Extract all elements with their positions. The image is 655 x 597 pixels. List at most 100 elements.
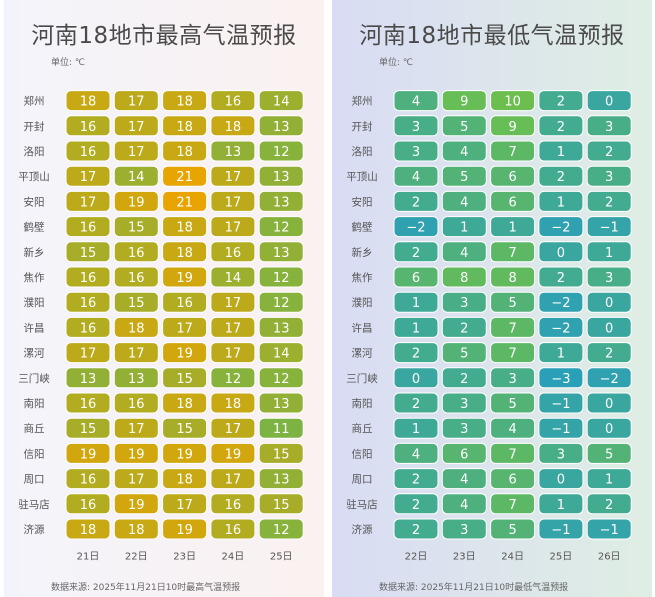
- heatmap-cell: [586, 216, 632, 238]
- cell-value: 15: [80, 246, 97, 261]
- row-label: 平顶山: [346, 171, 378, 183]
- heatmap-cell: [65, 90, 111, 112]
- heatmap-cell: [210, 392, 256, 414]
- x-tick-label: 21日: [77, 552, 100, 563]
- cell-value: 4: [412, 95, 420, 110]
- heatmap-cell: [210, 190, 256, 212]
- cell-value: 18: [176, 473, 193, 488]
- x-tick-label: 22日: [405, 552, 428, 563]
- heatmap-cell: [393, 468, 439, 490]
- heatmap-cell: [162, 165, 208, 187]
- heatmap-cell: [113, 493, 159, 515]
- heatmap-cell: [113, 115, 159, 137]
- heatmap-cell: [65, 468, 111, 490]
- cell-value: 21: [176, 195, 193, 210]
- cell-value: 18: [176, 120, 193, 135]
- cell-value: 3: [605, 271, 613, 286]
- x-tick-label: 22日: [125, 552, 148, 563]
- cell-value: 0: [557, 246, 565, 261]
- cell-value: 19: [128, 447, 145, 462]
- cell-value: 10: [504, 95, 521, 110]
- heatmap-cell: [441, 291, 487, 313]
- cell-value: 2: [557, 271, 565, 286]
- cell-value: 17: [225, 170, 242, 185]
- cell-value: 17: [176, 321, 193, 336]
- row-label: 开封: [352, 120, 373, 133]
- cell-value: 14: [128, 170, 145, 185]
- heatmap-cell: [210, 468, 256, 490]
- row-label: 驻马店: [18, 498, 50, 511]
- cell-value: 1: [557, 498, 565, 513]
- row-label: 南阳: [352, 397, 373, 410]
- row-label: 焦作: [352, 271, 373, 284]
- heatmap-cell: [113, 342, 159, 364]
- row-label: 商丘: [352, 422, 373, 435]
- heatmap-cell: [65, 140, 111, 162]
- heatmap-cell: [490, 140, 536, 162]
- heatmap-cell: [538, 266, 584, 288]
- cell-value: 17: [225, 195, 242, 210]
- heatmap-cell: [210, 342, 256, 364]
- heatmap-cell: [586, 468, 632, 490]
- heatmap-cell: [258, 417, 304, 439]
- heatmap-cell: [393, 291, 439, 313]
- unit-label: 单位: ℃: [51, 58, 86, 68]
- heatmap-cell: [162, 417, 208, 439]
- heatmap-cell: [113, 417, 159, 439]
- max-temp-heatmap: 郑州 18 17 18 16 14 开封 16 17 18 18 13 洛阳 16 17 18 13 12 平顶山 1…: [18, 90, 304, 563]
- heatmap-cell: [586, 417, 632, 439]
- heatmap-cell: [393, 367, 439, 389]
- cell-value: 13: [225, 145, 242, 160]
- row-label: 南阳: [24, 397, 45, 410]
- heatmap-cell: [441, 90, 487, 112]
- cell-value: 19: [176, 523, 193, 538]
- heatmap-cell: [162, 493, 208, 515]
- cell-value: 13: [273, 246, 290, 261]
- heatmap-cell: [210, 493, 256, 515]
- heatmap-cell: [490, 392, 536, 414]
- heatmap-cell: [586, 518, 632, 540]
- cell-value: 16: [225, 523, 242, 538]
- heatmap-cell: [441, 392, 487, 414]
- cell-value: 18: [128, 523, 145, 538]
- cell-value: 4: [412, 170, 420, 185]
- cell-value: 3: [412, 145, 420, 160]
- row-label: 洛阳: [352, 145, 373, 158]
- row-label: 洛阳: [24, 145, 45, 158]
- cell-value: 6: [412, 271, 420, 286]
- cell-value: −1: [600, 221, 619, 236]
- cell-value: 17: [225, 347, 242, 362]
- heatmap-cell: [258, 165, 304, 187]
- heatmap-cell: [258, 493, 304, 515]
- heatmap-cell: [258, 518, 304, 540]
- row-label: 开封: [24, 120, 45, 133]
- cell-value: 1: [557, 145, 565, 160]
- cell-value: 17: [128, 422, 145, 437]
- cell-value: 17: [128, 347, 145, 362]
- cell-value: 16: [128, 271, 145, 286]
- x-tick-label: 24日: [501, 552, 524, 563]
- cell-value: 8: [460, 271, 468, 286]
- heatmap-cell: [538, 140, 584, 162]
- cell-value: 16: [80, 397, 97, 412]
- heatmap-cell: [490, 518, 536, 540]
- heatmap-cell: [258, 90, 304, 112]
- cell-value: 8: [508, 271, 516, 286]
- heatmap-cell: [258, 115, 304, 137]
- row-label: 新乡: [352, 246, 373, 259]
- cell-value: 18: [225, 397, 242, 412]
- cell-value: 13: [273, 195, 290, 210]
- heatmap-cell: [210, 140, 256, 162]
- heatmap-cell: [113, 216, 159, 238]
- heatmap-cell: [393, 241, 439, 263]
- heatmap-cell: [162, 90, 208, 112]
- cell-value: 2: [557, 120, 565, 135]
- cell-value: 16: [80, 321, 97, 336]
- heatmap-cell: [586, 165, 632, 187]
- cell-value: 18: [176, 221, 193, 236]
- cell-value: 1: [412, 422, 420, 437]
- cell-value: 18: [80, 523, 97, 538]
- cell-value: 12: [273, 372, 290, 387]
- heatmap-cell: [113, 140, 159, 162]
